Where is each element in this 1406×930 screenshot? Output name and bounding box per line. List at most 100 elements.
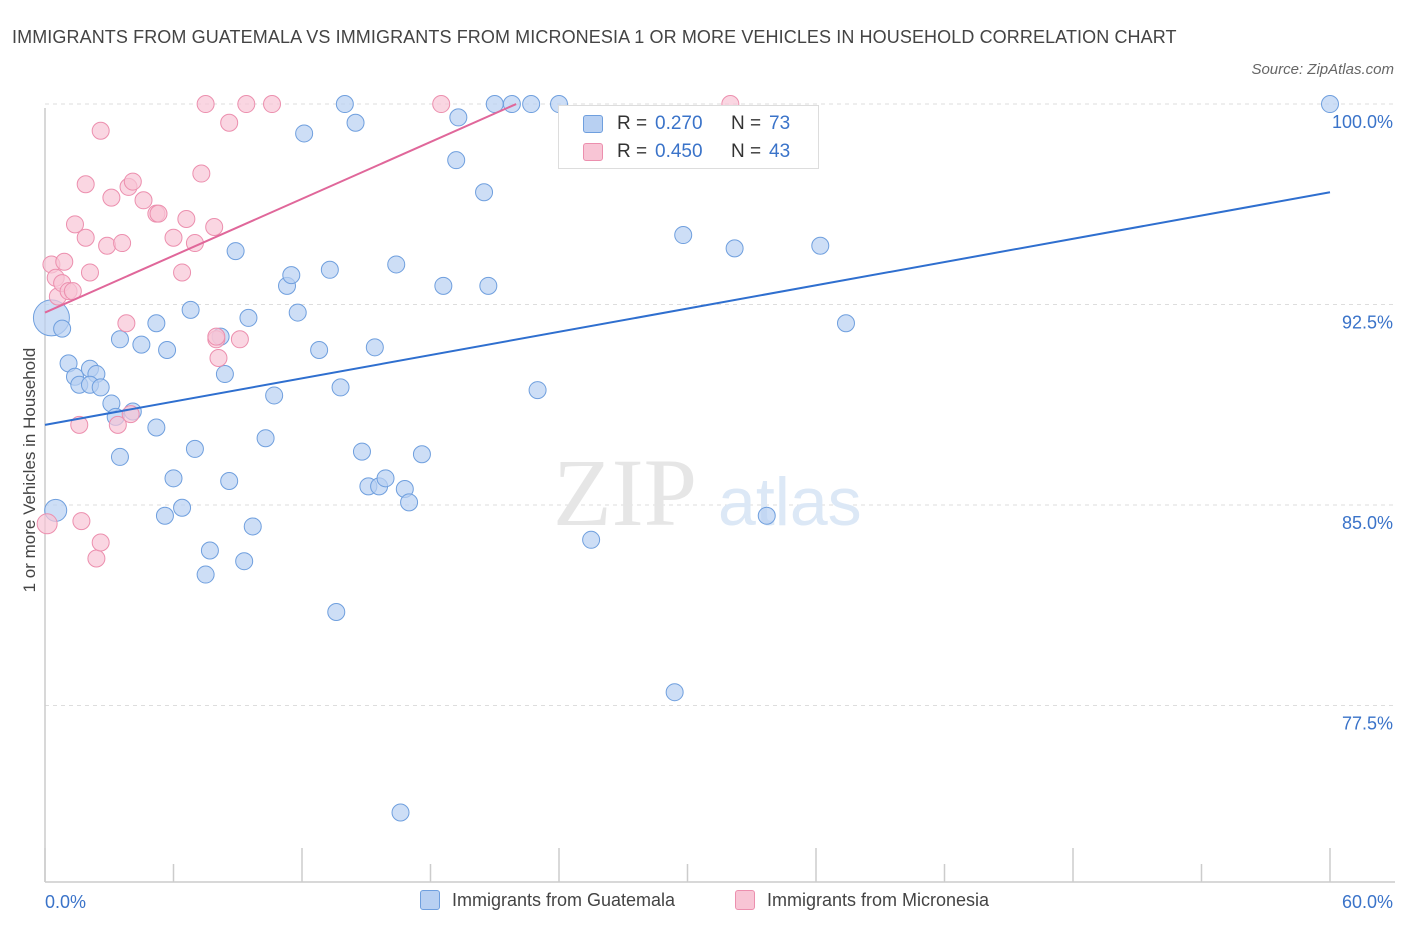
point-guatemala — [475, 183, 494, 202]
point-micronesia — [209, 349, 228, 368]
trend-line-guatemala — [44, 191, 1331, 426]
point-micronesia — [205, 218, 224, 237]
point-guatemala — [295, 124, 314, 143]
point-micronesia — [263, 95, 282, 114]
point-guatemala — [502, 95, 521, 114]
legend-r-label: R = — [617, 113, 648, 134]
legend-swatch-guatemala — [583, 115, 603, 133]
point-guatemala — [400, 493, 419, 512]
point-guatemala — [164, 469, 183, 488]
point-guatemala — [449, 108, 468, 127]
point-micronesia — [173, 263, 192, 282]
point-guatemala — [387, 255, 406, 274]
point-micronesia — [134, 191, 153, 210]
chart-title: IMMIGRANTS FROM GUATEMALA VS IMMIGRANTS … — [12, 27, 1177, 47]
point-micronesia — [117, 314, 136, 333]
legend-swatch-micronesia — [583, 143, 603, 161]
legend-r-value-guatemala: 0.270 — [655, 113, 703, 134]
watermark-atlas: atlas — [718, 464, 862, 540]
legend-r-value-micronesia: 0.450 — [655, 141, 703, 162]
point-micronesia — [55, 252, 74, 271]
point-guatemala — [1321, 95, 1339, 114]
y-axis-title-wrap: 1 or more Vehicles in Household — [16, 250, 44, 690]
point-guatemala — [200, 541, 219, 560]
legend-n-value-micronesia: 43 — [769, 141, 791, 162]
point-micronesia — [70, 415, 89, 434]
point-micronesia — [98, 236, 117, 255]
point-guatemala — [376, 469, 395, 488]
point-guatemala — [155, 506, 174, 525]
point-micronesia — [230, 330, 249, 349]
point-guatemala — [335, 95, 354, 114]
source-label: Source: ZipAtlas.com — [1251, 61, 1394, 78]
point-guatemala — [479, 276, 498, 295]
point-micronesia — [237, 95, 256, 114]
point-guatemala — [158, 340, 177, 359]
bottom-legend-guatemala: Immigrants from Guatemala — [420, 890, 675, 911]
point-guatemala — [582, 530, 601, 549]
point-micronesia — [149, 204, 168, 223]
point-guatemala — [147, 418, 166, 437]
point-guatemala — [352, 442, 371, 461]
point-guatemala — [53, 319, 72, 338]
point-micronesia — [91, 533, 110, 552]
y-axis-title: 1 or more Vehicles in Household — [20, 347, 39, 593]
point-guatemala — [282, 266, 301, 285]
point-guatemala — [110, 447, 129, 466]
watermark-zip: ZIP — [553, 439, 697, 546]
point-micronesia — [108, 415, 127, 434]
point-micronesia — [220, 113, 239, 132]
point-guatemala — [365, 338, 384, 357]
point-guatemala — [220, 471, 239, 490]
point-micronesia — [432, 95, 451, 114]
point-micronesia — [207, 327, 226, 346]
point-micronesia — [65, 215, 84, 234]
point-guatemala — [757, 506, 776, 525]
point-guatemala — [147, 314, 166, 333]
y-tick-label: 100.0% — [1332, 112, 1393, 132]
bottom-legend-micronesia: Immigrants from Micronesia — [735, 890, 989, 911]
point-guatemala — [412, 445, 431, 464]
point-guatemala — [346, 113, 365, 132]
point-guatemala — [320, 260, 339, 279]
point-guatemala — [725, 239, 744, 258]
bottom-legend-swatch-micronesia — [735, 890, 755, 910]
point-micronesia — [80, 263, 99, 282]
legend-r-label: R = — [617, 141, 648, 162]
point-guatemala — [173, 498, 192, 517]
point-guatemala — [256, 429, 275, 448]
point-micronesia — [76, 228, 95, 247]
point-guatemala — [243, 517, 262, 536]
point-guatemala — [528, 381, 547, 400]
point-guatemala — [836, 314, 855, 333]
bottom-legend-label-micronesia: Immigrants from Micronesia — [767, 890, 990, 910]
y-tick-label: 92.5% — [1342, 313, 1393, 333]
axes — [44, 108, 1395, 883]
tick-labels: 100.0% 92.5% 85.0% 77.5% 0.0% 60.0% — [45, 112, 1393, 912]
point-micronesia — [123, 172, 142, 191]
point-guatemala — [196, 565, 215, 584]
y-tick-label: 85.0% — [1342, 513, 1393, 533]
point-guatemala — [181, 300, 200, 319]
point-guatemala — [434, 276, 453, 295]
point-guatemala — [239, 308, 258, 327]
legend: R = 0.270 N = 73 R = 0.450 N = 43 — [558, 105, 819, 169]
legend-n-label: N = — [731, 113, 762, 134]
point-guatemala — [522, 95, 541, 114]
x-tick-label-max: 60.0% — [1342, 892, 1393, 912]
grid-lines — [45, 103, 1395, 707]
point-micronesia — [76, 175, 95, 194]
point-micronesia — [192, 164, 211, 183]
point-guatemala — [331, 378, 350, 397]
point-guatemala — [91, 378, 110, 397]
point-micronesia — [102, 188, 121, 207]
point-guatemala — [215, 365, 234, 384]
legend-n-value-guatemala: 73 — [769, 113, 791, 134]
data-points — [32, 95, 1339, 822]
bottom-legend-label-guatemala: Immigrants from Guatemala — [452, 890, 676, 910]
legend-n-label: N = — [731, 141, 762, 162]
point-micronesia — [36, 513, 58, 535]
y-tick-label: 77.5% — [1342, 714, 1393, 734]
point-guatemala — [674, 226, 693, 245]
point-micronesia — [113, 234, 132, 253]
